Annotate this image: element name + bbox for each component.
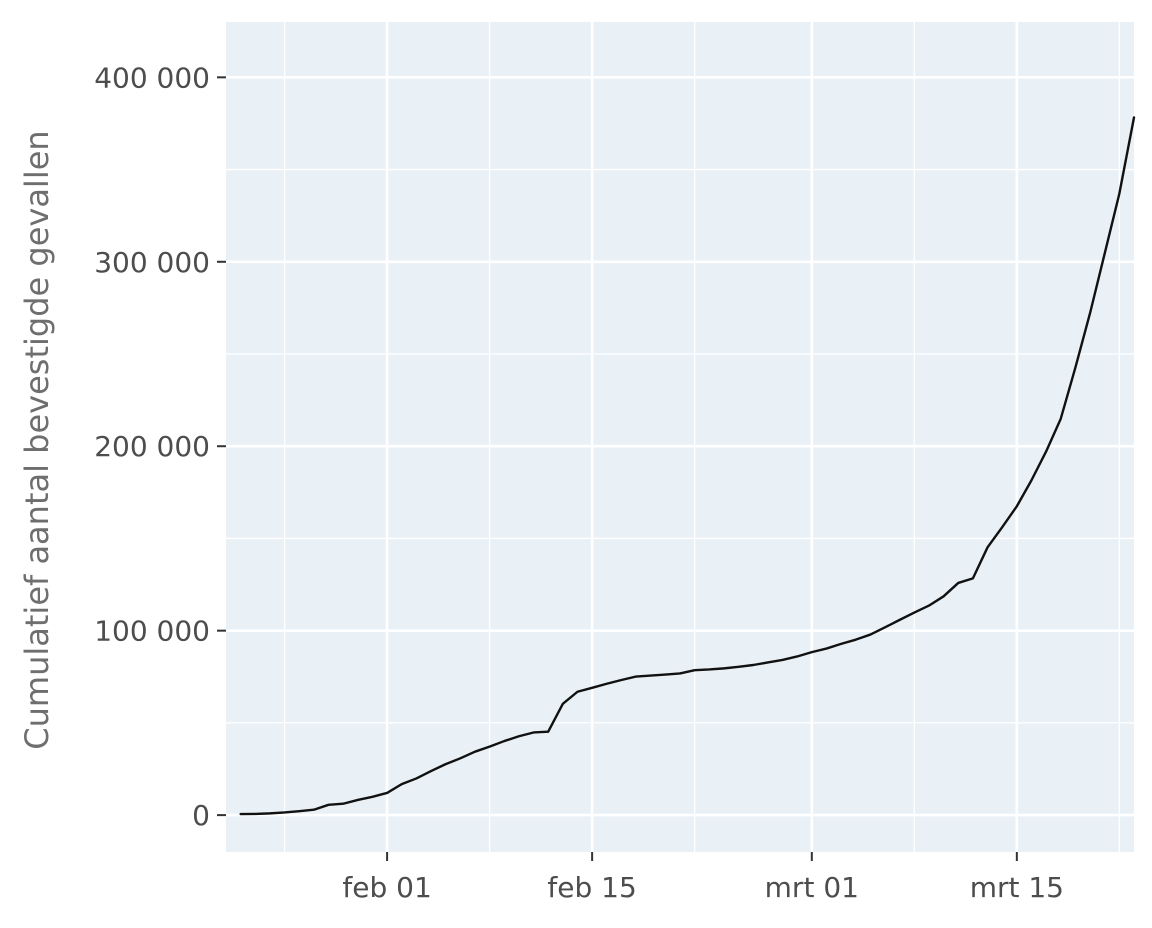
y-tick-label: 400 000 bbox=[94, 61, 210, 94]
series-line bbox=[239, 116, 1136, 816]
major-gridlines bbox=[226, 22, 1134, 852]
minor-gridlines bbox=[226, 22, 1134, 852]
x-tick-label: feb 01 bbox=[342, 871, 431, 904]
y-tick-label: 100 000 bbox=[94, 615, 210, 648]
x-tick-label: mrt 15 bbox=[970, 871, 1064, 904]
y-tick-label: 200 000 bbox=[94, 430, 210, 463]
y-axis-title: Cumulatief aantal bevestigde gevallen bbox=[18, 130, 56, 749]
y-tick-label: 0 bbox=[192, 799, 210, 832]
y-tick-label: 300 000 bbox=[94, 246, 210, 279]
panel-background bbox=[226, 22, 1134, 852]
x-tick-label: mrt 01 bbox=[765, 871, 859, 904]
y-axis: 0 100 000 200 000 300 000 400 000 bbox=[94, 61, 226, 832]
x-tick-label: feb 15 bbox=[547, 871, 636, 904]
x-axis: feb 01 feb 15 mrt 01 mrt 15 bbox=[342, 852, 1064, 904]
